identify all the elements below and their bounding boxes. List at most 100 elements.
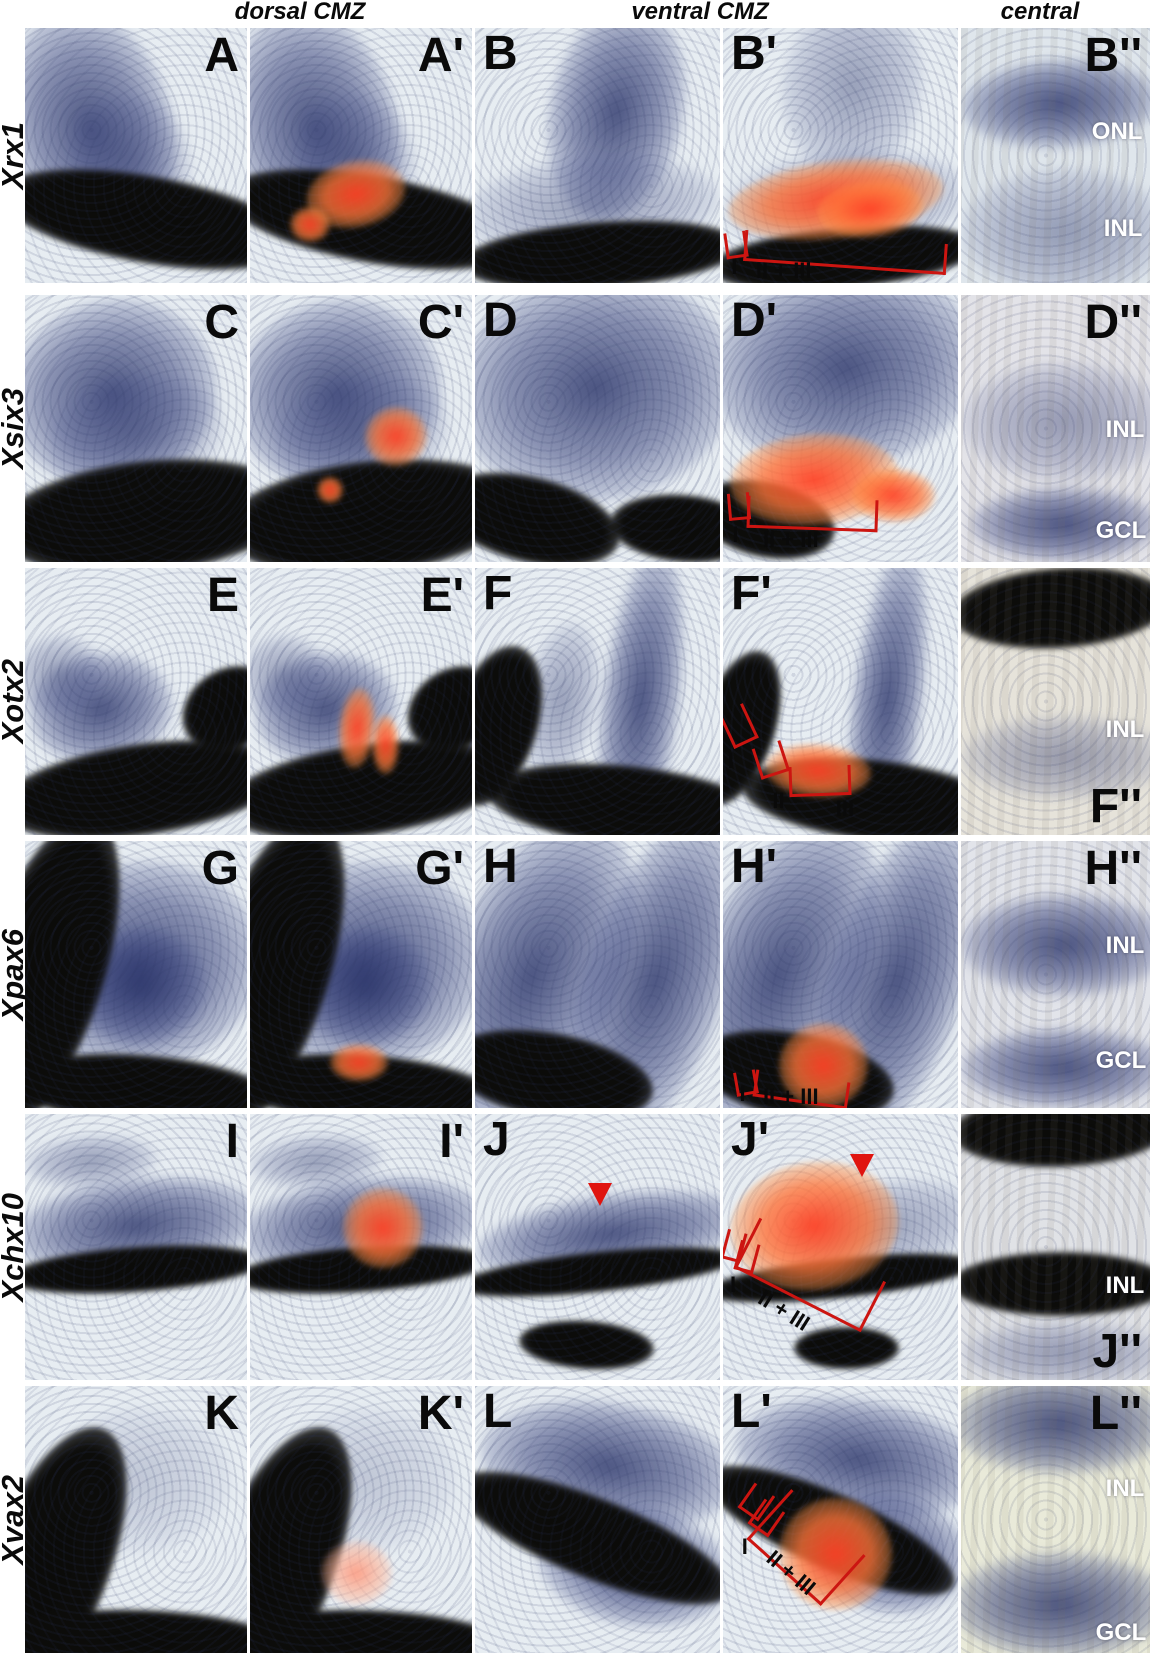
pigment-band	[793, 1326, 900, 1370]
panel-A: A	[25, 28, 247, 283]
panel-letter: G'	[415, 842, 464, 895]
red-arrowhead-icon	[587, 1183, 612, 1207]
pigment-band	[607, 488, 720, 562]
panel-letter: A	[204, 29, 239, 82]
panel-letter: L'	[731, 1386, 772, 1438]
stain-region	[961, 1386, 1150, 1475]
gene-label-xvax2: Xvax2	[0, 1386, 30, 1653]
zone-label: I	[727, 747, 734, 773]
panel-C-prime: C'	[250, 295, 472, 562]
panel-letter: J	[483, 1114, 510, 1166]
panel-letter: H	[483, 841, 518, 893]
zone-label: II + III	[762, 527, 819, 553]
panel-H: H	[475, 841, 720, 1108]
stain-region	[961, 168, 1150, 283]
zone-label: II + III	[762, 1084, 819, 1108]
panel-D-prime: I II + III D'	[723, 295, 958, 562]
zone-label: I	[731, 253, 738, 279]
zone-label: II	[772, 787, 785, 813]
stain-region	[961, 1321, 1150, 1380]
panel-letter: C	[204, 296, 239, 349]
stain-region	[961, 1027, 1150, 1108]
column-header-ventral-cmz: ventral CMZ	[631, 0, 769, 25]
panel-B-prime: I II + III B'	[723, 28, 958, 283]
panel-I: I	[25, 1114, 247, 1380]
panel-letter: L''	[1089, 1387, 1142, 1440]
layer-label: INL	[1105, 415, 1145, 443]
column-header-central: central	[1000, 0, 1080, 25]
panel-F-double-prime: INL F''	[961, 568, 1150, 835]
panel-letter: D''	[1084, 296, 1143, 349]
panel-A-prime: A'	[250, 28, 472, 283]
pigment-band	[517, 1316, 656, 1374]
panel-H-double-prime: INL GCL H''	[961, 841, 1150, 1108]
zone-label: I	[732, 521, 739, 547]
panel-B-double-prime: ONL INL B''	[961, 28, 1150, 283]
panel-J-prime: I II + III J'	[723, 1114, 958, 1380]
gene-label-xpax6: Xpax6	[0, 841, 30, 1108]
panel-L-double-prime: INL GCL L''	[961, 1386, 1150, 1653]
stain-region	[961, 1551, 1150, 1653]
panel-J-double-prime: INL J''	[961, 1114, 1150, 1380]
layer-label: INL	[1105, 715, 1145, 743]
stain-region	[961, 714, 1150, 801]
fluorescent-cells	[289, 206, 330, 243]
panel-L-prime: I II + III L'	[723, 1386, 958, 1653]
panel-letter: K'	[417, 1387, 464, 1440]
panel-letter: D'	[731, 295, 778, 347]
layer-label: INL	[1105, 1271, 1145, 1299]
panel-letter: K	[204, 1387, 239, 1440]
pigment-band	[961, 568, 1150, 656]
pigment-band	[250, 1605, 472, 1653]
panel-letter: B'	[731, 28, 778, 80]
layer-label: INL	[1105, 932, 1145, 960]
panel-J: J	[475, 1114, 720, 1380]
panel-D-double-prime: INL GCL D''	[961, 295, 1150, 562]
panel-letter: J''	[1092, 1325, 1142, 1378]
fluorescent-cells	[852, 468, 935, 522]
layer-label: GCL	[1095, 517, 1147, 545]
panel-letter: E'	[420, 569, 464, 622]
layer-label: INL	[1105, 1474, 1145, 1502]
panel-K-prime: K'	[250, 1386, 472, 1653]
panel-letter: J'	[731, 1114, 770, 1166]
panel-letter: B''	[1084, 29, 1143, 82]
fluorescent-cells	[321, 1540, 393, 1605]
pigment-band	[961, 1252, 1150, 1317]
stain-region	[961, 894, 1150, 996]
panel-letter: E	[206, 569, 239, 622]
fluorescent-cells	[329, 1043, 388, 1082]
gene-label-xchx10: Xchx10	[0, 1114, 30, 1380]
panel-C: C	[25, 295, 247, 562]
panel-letter: F''	[1089, 780, 1142, 833]
panel-B: B	[475, 28, 720, 283]
panel-letter: A'	[417, 29, 464, 82]
pigment-band	[25, 1605, 247, 1653]
panel-letter: F	[483, 568, 513, 620]
panel-letter: F'	[731, 568, 772, 620]
layer-label: GCL	[1095, 1047, 1147, 1075]
gene-label-xsix3: Xsix3	[0, 295, 30, 562]
zone-label: II + III	[755, 257, 812, 283]
zone-label: I	[730, 1271, 737, 1297]
column-header-dorsal-cmz: dorsal CMZ	[234, 0, 366, 25]
zone-label: III	[835, 795, 855, 821]
panel-letter: B	[483, 28, 518, 80]
panel-letter: G	[201, 842, 239, 895]
panel-F-prime: I II III F'	[723, 568, 958, 835]
pigment-band	[961, 1114, 1150, 1171]
panel-E: E	[25, 568, 247, 835]
panel-L: L	[475, 1386, 720, 1653]
panel-letter: D	[483, 295, 518, 347]
panel-letter: I	[225, 1115, 239, 1168]
zone-label: I	[741, 1533, 748, 1559]
zone-bracket	[788, 764, 852, 797]
stain-region	[961, 361, 1150, 482]
panel-letter: L	[483, 1386, 513, 1438]
panel-I-prime: I'	[250, 1114, 472, 1380]
panel-G: G	[25, 841, 247, 1108]
panel-E-prime: E'	[250, 568, 472, 835]
gene-label-xotx2: Xotx2	[0, 568, 30, 835]
panel-letter: I'	[439, 1115, 464, 1168]
stain-region	[970, 487, 1150, 562]
